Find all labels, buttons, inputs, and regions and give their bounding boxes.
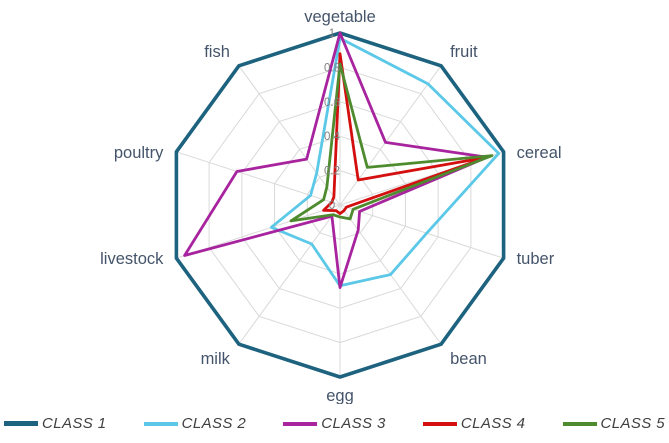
grid-spoke-fish xyxy=(238,65,341,206)
grid-spoke-milk xyxy=(238,204,341,345)
legend-label-class-3: CLASS 3 xyxy=(321,415,386,432)
legend-swatch-class-2 xyxy=(143,421,178,426)
axis-label-fruit: fruit xyxy=(450,43,478,61)
axis-label-milk: milk xyxy=(201,350,231,368)
series-line-class-1 xyxy=(174,31,506,379)
legend-item-class-4[interactable]: CLASS 4 xyxy=(422,415,526,432)
legend-item-class-3[interactable]: CLASS 3 xyxy=(283,415,386,432)
axis-label-cereal: cereal xyxy=(517,144,562,162)
axis-label-tuber: tuber xyxy=(517,250,555,268)
legend-label-class-5: CLASS 5 xyxy=(600,415,665,432)
legend-swatch-class-1 xyxy=(4,421,38,426)
radial-tick-1: 1 xyxy=(329,28,335,40)
series-line-class-3 xyxy=(183,31,489,290)
radial-tick-0.2: 0.2 xyxy=(324,166,340,178)
legend-swatch-class-4 xyxy=(422,421,457,426)
legend-item-class-1[interactable]: CLASS 1 xyxy=(4,415,107,432)
grid-spoke-tuber xyxy=(339,204,504,259)
legend-item-class-5[interactable]: CLASS 5 xyxy=(562,415,666,432)
legend-label-class-1: CLASS 1 xyxy=(42,415,107,432)
axis-label-livestock: livestock xyxy=(100,250,164,268)
radial-tick-0: 0 xyxy=(329,200,335,212)
series-line-class-5 xyxy=(289,62,494,223)
radar-chart: 0 0.2 0.4 0.6 0.8 1 vegetable fruit cereal tuber b… xyxy=(100,8,562,404)
radial-tick-0.8: 0.8 xyxy=(324,62,340,74)
legend-label-class-2: CLASS 2 xyxy=(181,415,247,432)
legend-item-class-2[interactable]: CLASS 2 xyxy=(143,415,247,432)
grid-spoke-fruit xyxy=(339,65,442,206)
axis-label-bean: bean xyxy=(450,350,487,368)
axis-label-fish: fish xyxy=(204,43,230,61)
grid-spoke-poultry xyxy=(176,151,341,206)
legend-swatch-class-5 xyxy=(562,421,597,426)
axis-label-poultry: poultry xyxy=(114,144,164,162)
legend: CLASS 1 CLASS 2 CLASS 3 CLASS 4 CLASS 5 xyxy=(0,404,669,443)
axis-label-egg: egg xyxy=(326,387,354,404)
radial-tick-0.4: 0.4 xyxy=(324,131,341,143)
radial-tick-0.6: 0.6 xyxy=(324,97,340,109)
legend-label-class-4: CLASS 4 xyxy=(460,415,526,432)
axis-label-vegetable: vegetable xyxy=(304,8,376,26)
legend-swatch-class-3 xyxy=(283,421,318,426)
series-line-class-4 xyxy=(322,52,489,216)
